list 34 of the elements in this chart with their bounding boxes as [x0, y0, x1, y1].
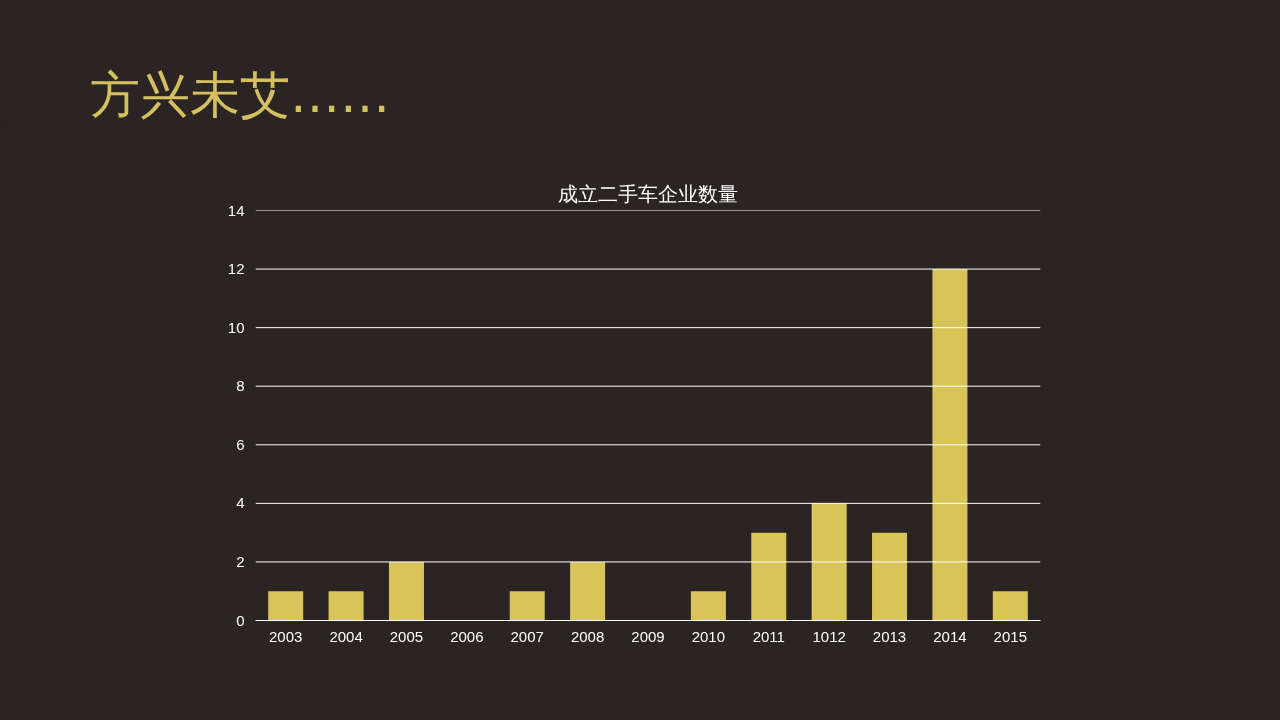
x-tick-label: 2008 [570, 627, 605, 645]
x-tick-label: 2005 [389, 627, 424, 645]
y-tick-label: 12 [227, 260, 245, 278]
x-tick-label: 2011 [752, 627, 785, 645]
bar [690, 591, 726, 621]
x-tick-label: 2013 [872, 627, 907, 645]
x-tick-label: 2004 [329, 627, 363, 645]
bar [992, 591, 1028, 621]
y-tick-label: 0 [236, 611, 245, 629]
bar [872, 532, 908, 621]
x-tick-label: 1012 [812, 627, 846, 645]
bar [328, 591, 364, 621]
x-tick-label: 2014 [933, 627, 967, 645]
bar [811, 503, 847, 621]
y-tick-label: 2 [236, 552, 245, 570]
y-tick-label: 6 [236, 435, 245, 453]
y-tick-label: 8 [236, 377, 245, 395]
x-tick-label: 2003 [269, 627, 303, 645]
y-tick-label: 10 [227, 318, 245, 336]
y-tick-label: 14 [227, 201, 245, 219]
x-tick-label: 2007 [510, 627, 544, 645]
x-tick-label: 2006 [450, 627, 484, 645]
chart-title: 成立二手车企业数量 [558, 181, 738, 206]
bar [509, 591, 545, 621]
bar [751, 532, 787, 621]
bar [388, 561, 424, 621]
bar [932, 269, 968, 621]
x-tick-label: 2009 [631, 627, 665, 645]
text: 方兴未艾…… [90, 66, 390, 124]
y-tick-label: 4 [236, 494, 245, 512]
bar [570, 561, 606, 621]
bar [268, 591, 304, 621]
x-tick-label: 2010 [691, 627, 726, 645]
x-tick-label: 2015 [993, 627, 1027, 645]
